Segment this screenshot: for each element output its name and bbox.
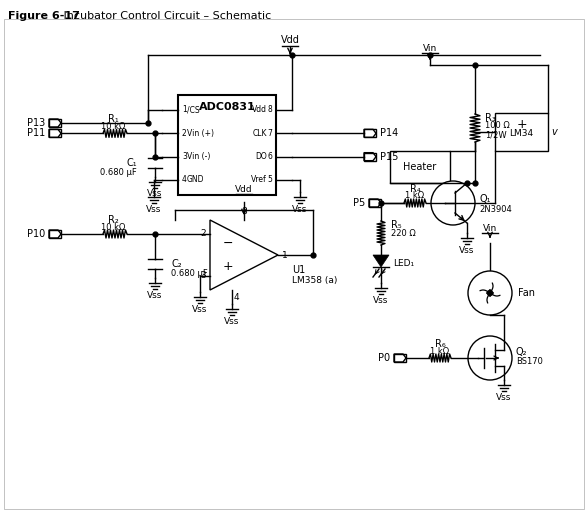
Text: R₃: R₃ <box>485 113 496 123</box>
Text: Vss: Vss <box>496 393 512 402</box>
Text: 100 Ω: 100 Ω <box>485 122 510 130</box>
Text: Vin: Vin <box>483 224 497 233</box>
Text: 0.680 μF: 0.680 μF <box>100 168 137 177</box>
Text: P0: P0 <box>378 353 390 363</box>
Text: P11: P11 <box>26 128 45 139</box>
Bar <box>49 230 61 238</box>
Text: /CS: /CS <box>187 106 199 114</box>
Bar <box>369 199 381 207</box>
Text: P10: P10 <box>26 229 45 239</box>
Text: R₆: R₆ <box>435 339 445 349</box>
Text: 2N3904: 2N3904 <box>479 205 512 213</box>
Text: LM358 (a): LM358 (a) <box>292 275 338 285</box>
Text: ADC0831: ADC0831 <box>199 102 255 112</box>
Text: Incubator Control Circuit – Schematic: Incubator Control Circuit – Schematic <box>60 11 271 21</box>
Text: 10 kΩ: 10 kΩ <box>101 223 125 231</box>
Text: Vss: Vss <box>459 246 475 255</box>
Bar <box>390 151 450 183</box>
Text: Q₂: Q₂ <box>516 347 527 357</box>
Text: Vin: Vin <box>423 44 437 53</box>
Text: BS170: BS170 <box>516 358 543 366</box>
Text: Vref: Vref <box>251 175 267 185</box>
Text: GND: GND <box>187 175 205 185</box>
Text: Vdd: Vdd <box>235 185 253 194</box>
Text: 1 kΩ: 1 kΩ <box>430 346 450 356</box>
Text: 10 kΩ: 10 kΩ <box>101 122 125 131</box>
Bar <box>394 354 406 362</box>
Text: +: + <box>516 119 527 131</box>
Text: v: v <box>551 127 557 137</box>
Text: Vin (-): Vin (-) <box>187 152 211 161</box>
Text: Fan: Fan <box>518 288 535 298</box>
Text: 1: 1 <box>282 250 288 260</box>
Text: −: − <box>223 236 233 249</box>
Text: +: + <box>223 261 233 273</box>
Text: P14: P14 <box>380 128 398 139</box>
Text: Vss: Vss <box>373 296 389 305</box>
Text: Vss: Vss <box>148 291 163 300</box>
Bar <box>178 95 276 195</box>
Text: 4: 4 <box>182 175 187 185</box>
Text: U1: U1 <box>292 265 305 275</box>
Text: Figure 6-17: Figure 6-17 <box>8 11 80 21</box>
Text: R₄: R₄ <box>410 184 420 194</box>
Text: Vin (+): Vin (+) <box>187 129 214 138</box>
Circle shape <box>431 181 475 225</box>
Circle shape <box>487 290 493 296</box>
Text: R₁: R₁ <box>108 114 118 124</box>
Text: P15: P15 <box>380 152 399 162</box>
Text: Q₁: Q₁ <box>479 194 490 204</box>
Text: 6: 6 <box>267 152 272 161</box>
Bar <box>495 113 548 151</box>
Text: CLK: CLK <box>252 129 267 138</box>
Text: 8: 8 <box>268 106 272 114</box>
Bar <box>49 129 61 137</box>
Text: 0.680 μF: 0.680 μF <box>171 268 208 278</box>
Text: P13: P13 <box>26 118 45 128</box>
Bar <box>364 153 376 161</box>
Polygon shape <box>373 255 389 267</box>
Text: Vss: Vss <box>224 317 240 326</box>
Text: 5: 5 <box>267 175 272 185</box>
Text: P5: P5 <box>353 198 365 208</box>
Text: 7: 7 <box>267 129 272 138</box>
Text: Vdd: Vdd <box>280 35 299 45</box>
Text: Vss: Vss <box>292 205 308 214</box>
Bar <box>49 119 61 127</box>
Text: C₁: C₁ <box>126 159 137 168</box>
Text: C₂: C₂ <box>171 259 182 269</box>
Text: 1/2W: 1/2W <box>485 130 507 140</box>
Text: 3: 3 <box>201 271 206 281</box>
Text: 1 kΩ: 1 kΩ <box>406 191 425 201</box>
Circle shape <box>468 271 512 315</box>
Text: Vss: Vss <box>148 189 163 199</box>
Text: DO: DO <box>255 152 267 161</box>
Text: Heater: Heater <box>403 162 437 172</box>
Text: Vss: Vss <box>146 205 162 214</box>
Text: Vdd: Vdd <box>252 106 267 114</box>
Text: 1: 1 <box>182 106 187 114</box>
Text: R₅: R₅ <box>391 220 402 230</box>
Text: LM34: LM34 <box>509 129 533 139</box>
Text: Figure 6-17 Incubator Control Circuit – Schematic: Figure 6-17 Incubator Control Circuit – … <box>8 11 282 21</box>
Text: R₂: R₂ <box>108 215 118 225</box>
Text: 8: 8 <box>241 207 247 216</box>
Text: 220 Ω: 220 Ω <box>391 228 416 238</box>
Bar <box>364 129 376 137</box>
Circle shape <box>468 336 512 380</box>
Text: 2: 2 <box>182 129 187 138</box>
Text: 2: 2 <box>201 229 206 239</box>
Text: LED₁: LED₁ <box>393 259 414 267</box>
Text: 3: 3 <box>182 152 187 161</box>
Text: Vss: Vss <box>192 305 208 314</box>
Text: 4: 4 <box>233 293 239 303</box>
